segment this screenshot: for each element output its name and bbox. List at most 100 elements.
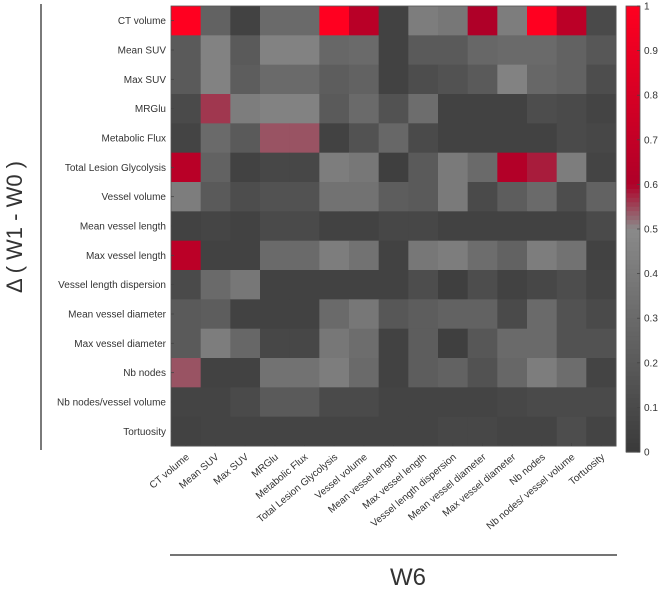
colorbar-segment	[626, 344, 640, 351]
heatmap-cell	[200, 240, 231, 271]
heatmap-cell	[438, 387, 469, 418]
colorbar-segment	[626, 121, 640, 128]
heatmap-cell	[438, 182, 469, 212]
heatmap-cell	[260, 152, 291, 183]
heatmap-cell	[349, 94, 380, 124]
heatmap-cell	[230, 182, 261, 212]
heatmap-cell	[289, 123, 320, 154]
heatmap-cell	[467, 123, 498, 154]
heatmap-cell	[467, 94, 498, 124]
heatmap-cell	[349, 299, 380, 330]
colorbar-segment	[626, 331, 640, 337]
colorbar-segment	[626, 233, 640, 239]
heatmap-cell	[349, 182, 380, 212]
colorbar-segment	[626, 59, 640, 65]
heatmap-cell	[349, 270, 380, 300]
heatmap-cell	[438, 6, 469, 36]
colorbar-segment	[626, 429, 640, 435]
colorbar-tick-label: 0.1	[644, 403, 658, 414]
heatmap-cell	[230, 35, 261, 66]
heatmap-cell	[586, 182, 617, 212]
colorbar-segment	[626, 394, 640, 400]
colorbar-segment	[626, 175, 640, 181]
colorbar-segment	[626, 10, 640, 16]
colorbar-segment	[626, 148, 640, 154]
colorbar-segment	[626, 130, 640, 136]
colorbar-segment	[626, 108, 640, 114]
heatmap-cell	[200, 328, 231, 359]
colorbar-segment	[626, 273, 640, 279]
row-label: Nb nodes	[123, 368, 166, 379]
colorbar-segment	[626, 336, 640, 342]
colorbar-segment	[626, 206, 640, 212]
heatmap-cell	[438, 211, 469, 242]
heatmap-cell	[467, 328, 498, 359]
heatmap-cell	[289, 35, 320, 66]
heatmap-cell	[171, 123, 202, 154]
colorbar-segment	[626, 23, 640, 29]
colorbar-segment	[626, 371, 640, 377]
row-label: Vessel length dispersion	[58, 280, 166, 291]
heatmap-cell	[319, 328, 350, 359]
heatmap-cell	[497, 416, 528, 447]
heatmap-cell	[586, 64, 617, 95]
heatmap-cell	[497, 299, 528, 330]
heatmap-cell	[260, 211, 291, 242]
colorbar-segment	[626, 28, 640, 34]
row-label: Vessel volume	[102, 192, 167, 203]
heatmap-cell	[230, 94, 261, 124]
heatmap-cell	[378, 328, 409, 359]
heatmap-cell	[200, 6, 231, 36]
colorbar-segment	[626, 184, 640, 190]
colorbar-segment	[626, 157, 640, 163]
heatmap-cell	[349, 123, 380, 154]
heatmap-cell	[349, 35, 380, 66]
heatmap-cell	[171, 6, 202, 36]
heatmap-cell	[378, 64, 409, 95]
heatmap-cell	[527, 94, 558, 124]
heatmap-cell	[497, 387, 528, 418]
colorbar-segment	[626, 353, 640, 359]
heatmap-cell	[230, 387, 261, 418]
heatmap-cell	[556, 328, 587, 359]
heatmap-cell	[289, 299, 320, 330]
heatmap-cell	[527, 270, 558, 300]
heatmap-cell	[260, 270, 291, 300]
heatmap-cell	[527, 328, 558, 359]
colorbar-segment	[626, 220, 640, 226]
colorbar-segment	[626, 135, 640, 141]
heatmap-cell	[378, 358, 409, 388]
heatmap-cell	[200, 387, 231, 418]
heatmap-cell	[289, 64, 320, 95]
heatmap-cell	[497, 123, 528, 154]
row-label: Total Lesion Glycolysis	[65, 163, 166, 174]
heatmap-cell	[289, 416, 320, 447]
heatmap-cell	[438, 152, 469, 183]
heatmap-cell	[200, 94, 231, 124]
colorbar-segment	[626, 63, 640, 70]
colorbar-segment	[626, 434, 640, 440]
heatmap-cell	[497, 152, 528, 183]
heatmap-cell	[586, 387, 617, 418]
heatmap-cell	[556, 94, 587, 124]
colorbar-segment	[626, 46, 640, 52]
heatmap-cell	[200, 299, 231, 330]
heatmap-cell	[230, 328, 261, 359]
heatmap-cell	[497, 270, 528, 300]
heatmap-cell	[378, 416, 409, 447]
heatmap-cell	[319, 182, 350, 212]
heatmap-cell	[260, 123, 291, 154]
heatmap-cell	[319, 152, 350, 183]
colorbar-segment	[626, 322, 640, 328]
heatmap-cell	[438, 416, 469, 447]
heatmap-cell	[527, 182, 558, 212]
heatmap-cell	[586, 35, 617, 66]
heatmap-cell	[497, 94, 528, 124]
colorbar-segment	[626, 327, 640, 333]
heatmap-cell	[378, 270, 409, 300]
heatmap-cell	[527, 299, 558, 330]
heatmap-cell	[556, 64, 587, 95]
heatmap-cell	[438, 270, 469, 300]
colorbar-segment	[626, 171, 640, 177]
